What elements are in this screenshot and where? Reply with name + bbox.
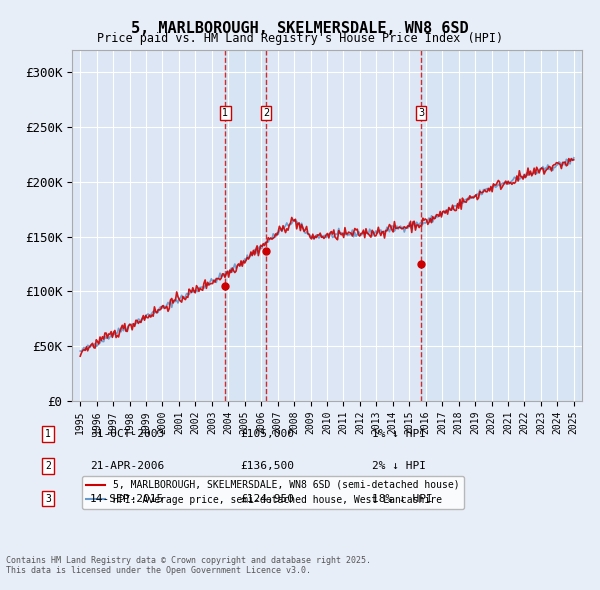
Text: 31-OCT-2003: 31-OCT-2003 [90,429,164,438]
Text: 14-SEP-2015: 14-SEP-2015 [90,494,164,503]
Bar [266,50,421,401]
Text: 2% ↓ HPI: 2% ↓ HPI [372,461,426,471]
Text: Contains HM Land Registry data © Crown copyright and database right 2025.
This d: Contains HM Land Registry data © Crown c… [6,556,371,575]
Text: 18% ↓ HPI: 18% ↓ HPI [372,494,433,503]
Text: 1: 1 [45,429,51,438]
Text: £124,950: £124,950 [240,494,294,503]
Text: 2: 2 [263,109,269,119]
Text: 21-APR-2006: 21-APR-2006 [90,461,164,471]
Text: £136,500: £136,500 [240,461,294,471]
Text: £105,000: £105,000 [240,429,294,438]
Legend: 5, MARLBOROUGH, SKELMERSDALE, WN8 6SD (semi-detached house), HPI: Average price,: 5, MARLBOROUGH, SKELMERSDALE, WN8 6SD (s… [82,476,464,509]
Text: Price paid vs. HM Land Registry's House Price Index (HPI): Price paid vs. HM Land Registry's House … [97,32,503,45]
Text: 3: 3 [418,109,424,119]
Bar [421,50,579,401]
Text: 5, MARLBOROUGH, SKELMERSDALE, WN8 6SD: 5, MARLBOROUGH, SKELMERSDALE, WN8 6SD [131,21,469,35]
Text: 1: 1 [223,109,229,119]
Text: 3: 3 [45,494,51,503]
Bar [226,50,266,401]
Text: 2: 2 [45,461,51,471]
Text: 1% ↓ HPI: 1% ↓ HPI [372,429,426,438]
